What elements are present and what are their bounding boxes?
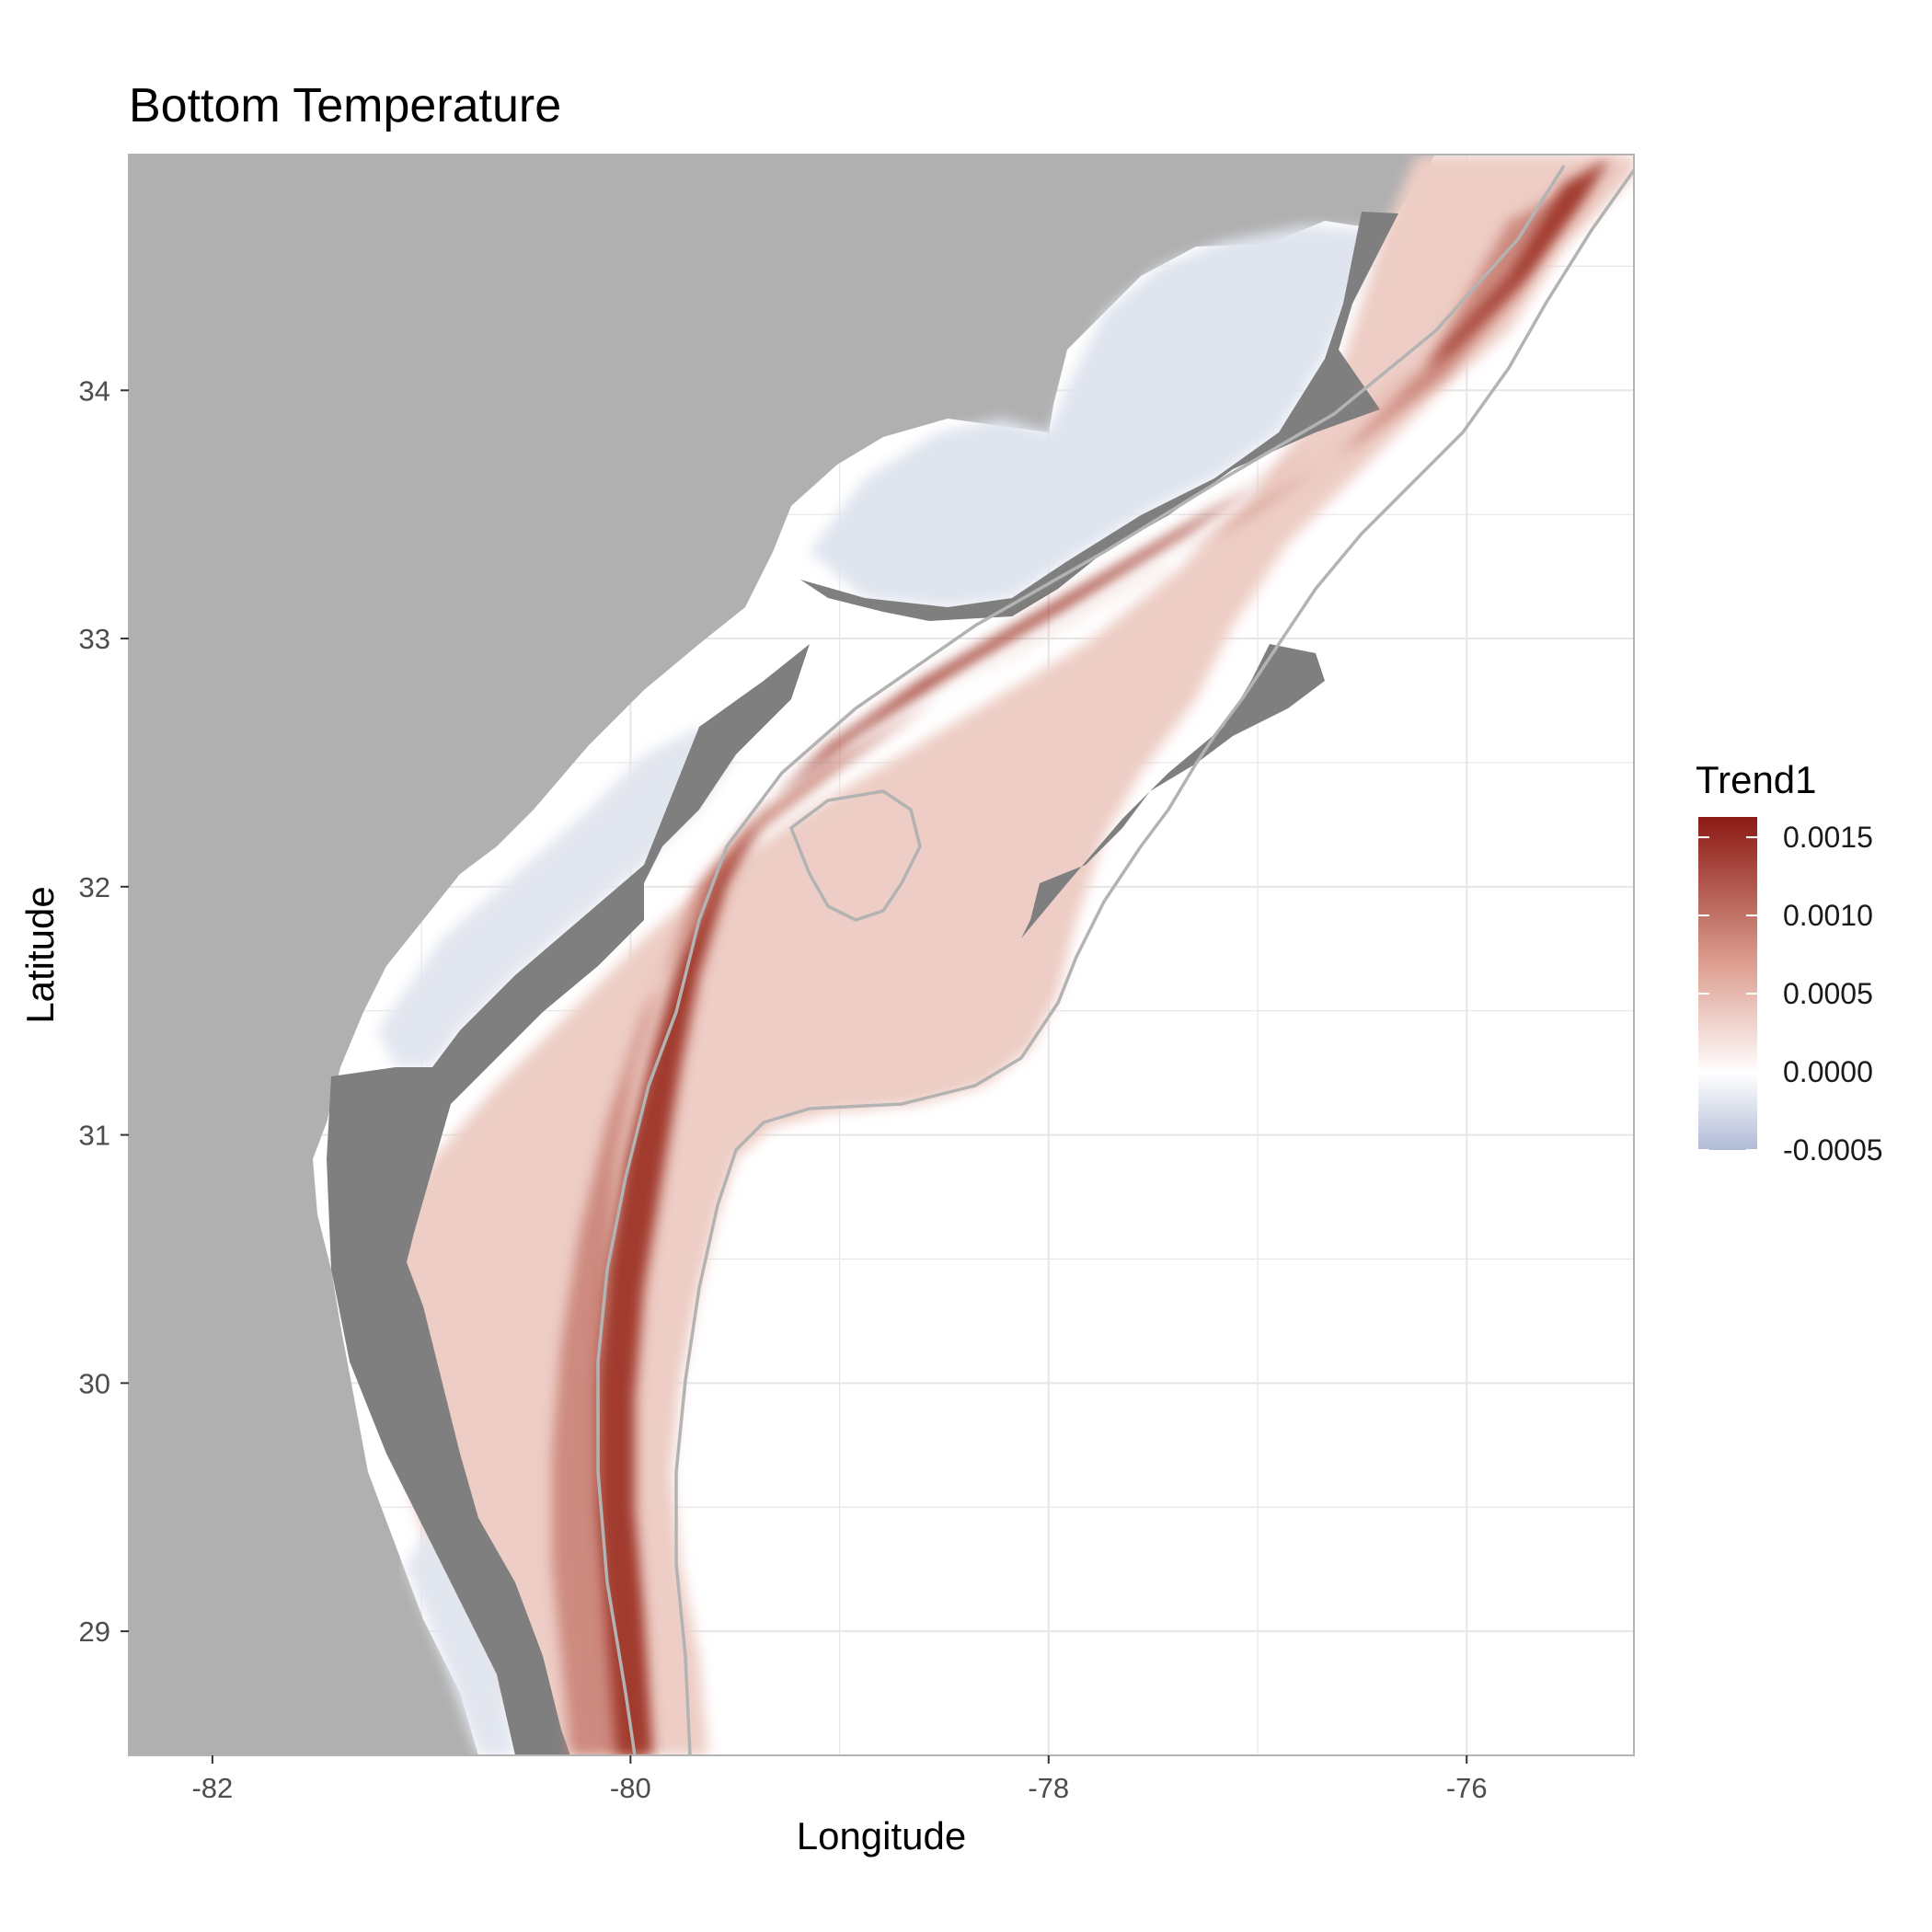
land-area: [129, 155, 1435, 1755]
missing-cells-mid: [359, 644, 810, 1306]
y-axis-title: Latitude: [18, 886, 62, 1023]
y-tick-label: 31: [79, 1120, 110, 1152]
contour-plateau: [788, 789, 922, 922]
missing-cells-coastal-south: [327, 1067, 570, 1755]
x-tick-label: -76: [1446, 1772, 1488, 1804]
legend-title: Trend1: [1696, 758, 1817, 801]
legend-ticks: 0.0015 0.0010 0.0005 0.0000 -0.0005: [1698, 821, 1883, 1167]
axes: -82 -80 -78 -76 29 30 31 32 33 34: [79, 374, 1488, 1804]
legend-colorbar: [1698, 817, 1757, 1150]
depth-contours: [596, 165, 1634, 1755]
legend-label: 0.0000: [1783, 1055, 1873, 1088]
legend-label: 0.0015: [1783, 821, 1873, 854]
legend: Trend1 0.0015 0.0010 0.0005 0.0000 -0.0005: [1696, 758, 1883, 1167]
nearshore-negative-region: [810, 225, 1371, 607]
x-tick-label: -82: [191, 1772, 233, 1804]
legend-label: 0.0010: [1783, 899, 1873, 932]
legend-label: -0.0005: [1783, 1133, 1883, 1167]
contour-outer: [674, 168, 1634, 1755]
contour-inner: [596, 165, 1566, 1755]
nearshore-negative-strip: [405, 1527, 515, 1755]
nearshore-negative-region-south: [377, 727, 736, 1067]
panel-border: [128, 154, 1635, 1756]
chart-title: Bottom Temperature: [129, 79, 562, 132]
legend-label: 0.0005: [1783, 977, 1873, 1010]
y-tick-label: 29: [79, 1616, 110, 1648]
y-tick-label: 33: [79, 623, 110, 655]
y-tick-label: 34: [79, 374, 110, 407]
x-tick-label: -80: [610, 1772, 651, 1804]
missing-cells-east: [1021, 644, 1325, 938]
x-axis-title: Longitude: [797, 1814, 967, 1857]
y-tick-label: 30: [79, 1367, 110, 1399]
x-tick-label: -78: [1028, 1772, 1069, 1804]
shelf-positive-region: [368, 155, 1634, 1755]
y-tick-label: 32: [79, 871, 110, 903]
